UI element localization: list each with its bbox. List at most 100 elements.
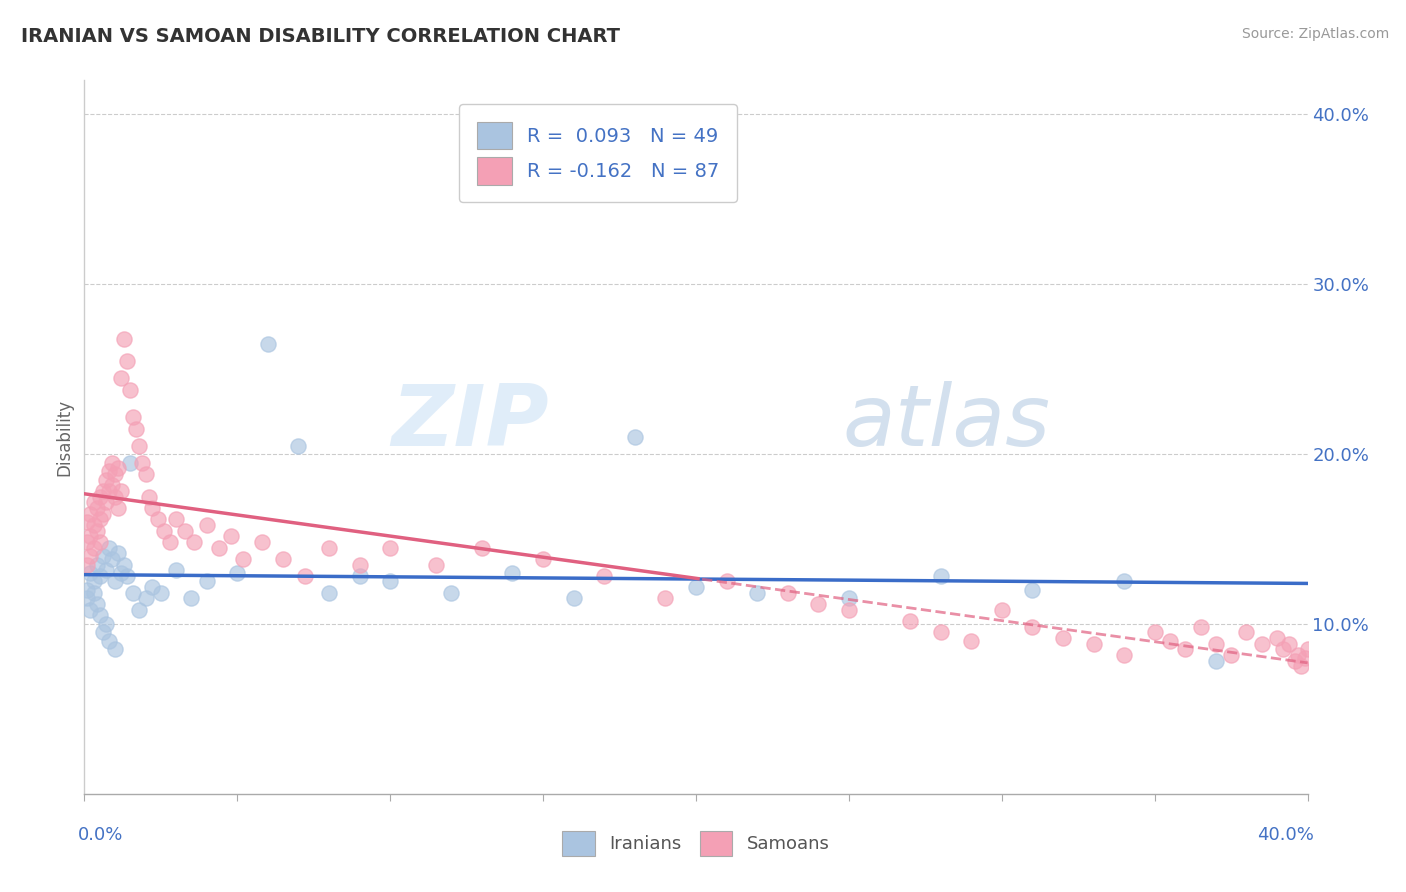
Point (1189, 620, 1212, 634)
Point (86, 524, 108, 538)
Point (1291, 659, 1313, 673)
Point (141, 580, 163, 594)
Point (195, 574, 218, 589)
Point (97, 484, 120, 499)
Point (107, 460, 129, 475)
Point (838, 591, 860, 606)
Point (318, 586, 340, 600)
Point (89, 608, 111, 623)
Point (1114, 574, 1136, 589)
Point (1236, 625, 1258, 640)
Point (76, 515, 98, 529)
Point (219, 528, 242, 542)
Point (107, 501, 129, 516)
Point (91, 625, 114, 640)
Point (94, 563, 117, 577)
Point (1220, 648, 1243, 662)
Point (838, 603, 860, 617)
Text: ZIP: ZIP (391, 381, 550, 465)
Point (685, 580, 707, 594)
Point (89, 569, 111, 583)
Point (97, 634, 120, 648)
Point (135, 591, 157, 606)
Point (1284, 654, 1306, 668)
Legend: Iranians, Samoans: Iranians, Samoans (555, 823, 837, 863)
Point (120, 456, 142, 470)
Point (76, 535, 98, 549)
Point (287, 439, 309, 453)
Point (86, 597, 108, 611)
Point (232, 552, 254, 566)
Point (97, 464, 120, 478)
Point (101, 552, 124, 566)
Point (716, 574, 738, 589)
Point (141, 501, 163, 516)
Point (110, 566, 132, 580)
Point (89, 490, 111, 504)
Point (1272, 642, 1295, 657)
Point (83, 541, 105, 555)
Point (91, 549, 114, 563)
Point (138, 490, 160, 504)
Point (624, 430, 647, 444)
Point (747, 586, 769, 600)
Point (115, 353, 138, 368)
Point (120, 383, 142, 397)
Point (86, 501, 108, 516)
Point (115, 569, 138, 583)
Point (349, 569, 371, 583)
Point (83, 494, 105, 508)
Point (91, 507, 114, 521)
Point (294, 569, 316, 583)
Point (112, 558, 135, 572)
Point (531, 552, 554, 566)
Point (226, 566, 249, 580)
Point (960, 634, 983, 648)
Point (1083, 637, 1105, 651)
Point (271, 552, 294, 566)
Point (86, 558, 108, 572)
Point (1294, 651, 1316, 665)
Point (91, 484, 114, 499)
Text: atlas: atlas (842, 381, 1050, 465)
Point (1021, 582, 1043, 597)
Point (110, 484, 132, 499)
Point (89, 535, 111, 549)
Point (146, 511, 169, 525)
Point (1205, 654, 1227, 668)
Point (122, 409, 145, 424)
Point (76, 591, 98, 606)
Y-axis label: Disability: Disability (55, 399, 73, 475)
Point (1159, 634, 1181, 648)
Point (318, 541, 340, 555)
Point (97, 541, 120, 555)
Point (1265, 631, 1288, 645)
Point (153, 524, 176, 538)
Point (83, 574, 105, 589)
Point (380, 574, 402, 589)
Point (562, 591, 585, 606)
Point (593, 569, 616, 583)
Point (104, 467, 127, 482)
Point (83, 518, 105, 533)
Point (79, 549, 101, 563)
Point (104, 490, 127, 504)
Point (135, 467, 157, 482)
Point (107, 546, 129, 560)
Point (349, 558, 371, 572)
Point (208, 541, 231, 555)
Point (76, 558, 98, 572)
Point (1143, 625, 1166, 640)
Point (1296, 642, 1319, 657)
Point (1174, 642, 1197, 657)
Point (104, 574, 127, 589)
Point (898, 614, 921, 628)
Point (131, 456, 153, 470)
Point (929, 569, 952, 583)
Point (183, 535, 205, 549)
Point (83, 586, 105, 600)
Point (125, 421, 148, 435)
Point (380, 541, 402, 555)
Point (1278, 637, 1301, 651)
Point (112, 332, 135, 346)
